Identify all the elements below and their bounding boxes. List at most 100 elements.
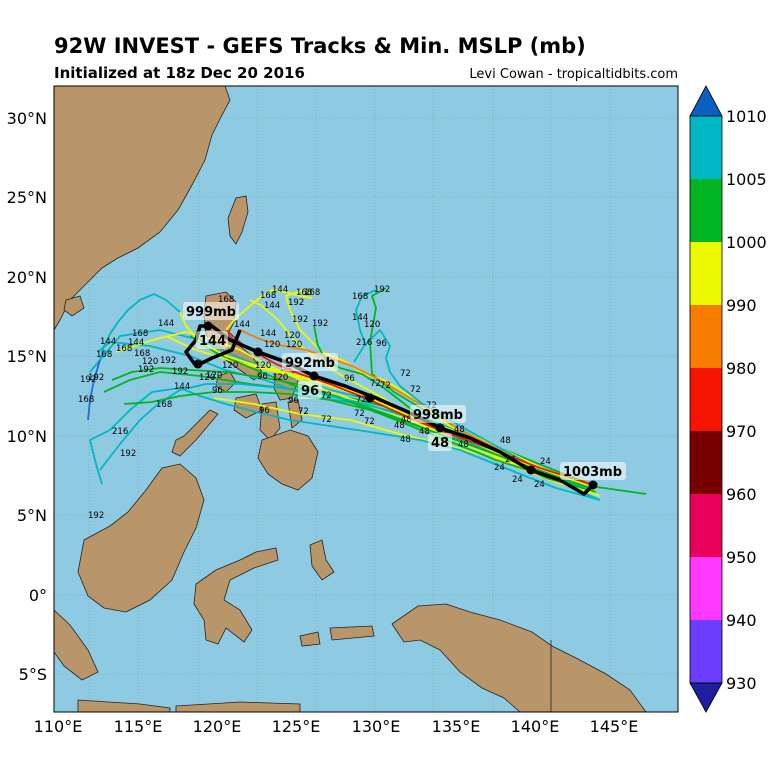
hour-label: 168 [296, 288, 312, 298]
hour-label: 72 [370, 379, 381, 389]
hour-label: 72 [298, 407, 309, 417]
colorbar-band [690, 620, 722, 683]
colorbar-band [690, 305, 722, 368]
hour-label: 96 [376, 339, 387, 349]
hour-label: 120 [222, 361, 238, 371]
hour-label: 168 [96, 350, 112, 360]
mean-point [588, 480, 598, 490]
hour-label: 168 [116, 344, 132, 354]
hour-label: 96 [257, 372, 268, 382]
lesser-sunda [175, 701, 301, 713]
seram [329, 625, 375, 641]
lat-label: 25°N [7, 188, 47, 207]
lon-label: 125°E [272, 717, 321, 736]
lat-label: 30°N [7, 109, 47, 128]
hour-label: 192 [374, 285, 390, 295]
hour-label: 48 [400, 435, 411, 445]
mean-point [203, 321, 213, 331]
hour-label: 168 [304, 288, 320, 298]
hour-label: 72 [364, 417, 375, 427]
hour-label: 144 [234, 320, 250, 330]
lon-label: 140°E [511, 717, 560, 736]
colorbar-band [690, 179, 722, 242]
member-track [99, 293, 181, 361]
hour-label: 192 [312, 319, 328, 329]
new-guinea [391, 603, 647, 713]
hour-label: 144 [174, 382, 190, 392]
label-bg-999 [183, 302, 239, 320]
mean-point [365, 393, 375, 403]
label-bg-96 [298, 381, 322, 399]
hour-label: 72 [400, 369, 411, 379]
hour-label: 192 [88, 511, 104, 521]
member-track [115, 331, 591, 489]
colorbar-band [690, 431, 722, 494]
sulawesi [193, 547, 279, 645]
colorbar-label: 940 [726, 611, 757, 630]
hour-label: 192 [292, 315, 308, 325]
mean-hour-144: 144 [199, 334, 226, 349]
member-track [99, 383, 594, 491]
hour-label: 72 [321, 391, 332, 401]
halmahera [309, 539, 335, 581]
mean-hour-48: 48 [431, 436, 449, 451]
mean-pressure-998: 998mb [413, 408, 463, 423]
colorbar-band [690, 368, 722, 431]
member-track [353, 329, 591, 487]
hour-label: 192 [160, 356, 176, 366]
lon-label: 120°E [193, 717, 242, 736]
hour-label: 168 [218, 295, 234, 305]
hour-label: 24 [494, 463, 505, 473]
hour-label: 48 [401, 415, 412, 425]
hour-label: 144 [128, 338, 144, 348]
negros-cebu [259, 401, 281, 441]
hour-label: 120 [206, 371, 222, 381]
hour-label: 168 [156, 400, 172, 410]
member-track [87, 359, 101, 421]
hour-label: 120 [199, 373, 215, 383]
lon-label: 115°E [114, 717, 163, 736]
colorbar-bottom-arrow [689, 682, 723, 713]
hainan [63, 295, 85, 317]
hour-label: 96 [344, 374, 355, 384]
colorbar-band [690, 242, 722, 305]
lon-label: 145°E [590, 717, 639, 736]
colorbar-label: 930 [726, 674, 757, 693]
hour-label: 144 [260, 329, 276, 339]
member-track [369, 287, 591, 485]
hour-label: 144 [100, 337, 116, 347]
lon-label: 135°E [432, 717, 481, 736]
hour-label: 168 [78, 395, 94, 405]
mean-point [435, 423, 445, 433]
borneo [77, 463, 205, 613]
hour-label: 168 [260, 291, 276, 301]
land-masses [53, 85, 647, 713]
sumatra [53, 609, 99, 681]
java [77, 699, 171, 713]
hour-label: 24 [540, 457, 551, 467]
member-track [239, 329, 591, 487]
member-track [89, 387, 601, 501]
hour-label: 120 [142, 357, 158, 367]
mean-point [253, 347, 263, 357]
label-bg-1003 [560, 462, 626, 480]
buru [299, 631, 321, 647]
colorbar-band [690, 494, 722, 557]
member-track [123, 391, 591, 489]
colorbar [689, 85, 723, 713]
hour-label: 216 [356, 338, 372, 348]
hour-label: 48 [394, 421, 405, 431]
hour-label: 168 [132, 329, 148, 339]
hour-label: 144 [272, 285, 288, 295]
hour-label: 192 [138, 365, 154, 375]
hour-label: 144 [264, 301, 280, 311]
colorbar-label: 990 [726, 296, 757, 315]
hour-label: 120 [272, 373, 288, 383]
hour-label: 72 [354, 409, 365, 419]
hour-label: 48 [500, 436, 511, 446]
mindanao [257, 429, 319, 491]
lon-labels: 110°E 115°E 120°E 125°E 130°E 135°E 140°… [34, 717, 639, 736]
hour-label: 72 [321, 415, 332, 425]
taiwan [227, 195, 249, 245]
